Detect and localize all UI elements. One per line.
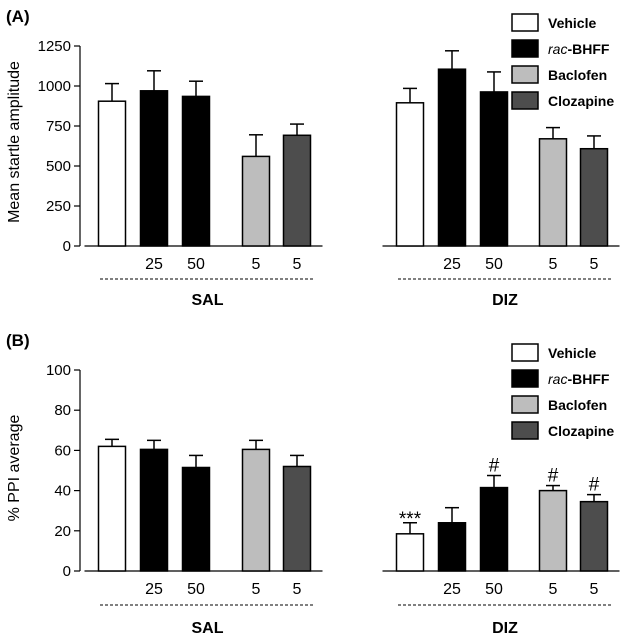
significance-annotation: ***	[399, 509, 422, 530]
dose-label: 5	[590, 581, 599, 598]
y-tick-label: 80	[54, 402, 71, 419]
significance-annotation: #	[589, 475, 600, 496]
bar	[479, 486, 509, 572]
legend-label: Vehicle	[548, 15, 596, 31]
bar	[437, 522, 467, 572]
y-tick-label: 60	[54, 442, 71, 459]
legend-label: rac-BHFF	[548, 41, 610, 57]
legend-swatch	[511, 421, 539, 440]
dose-label: 5	[293, 581, 302, 598]
bar	[479, 91, 509, 247]
legend-swatch	[511, 13, 539, 32]
dose-label: 25	[145, 256, 163, 273]
y-tick-label: 100	[46, 362, 71, 379]
legend-label: rac-BHFF	[548, 371, 610, 387]
panel-b-y-axis-label: % PPI average	[6, 415, 23, 522]
bar	[139, 448, 169, 572]
bar	[181, 95, 211, 247]
significance-annotation: #	[548, 466, 559, 487]
significance-annotation: #	[489, 456, 500, 477]
legend-label: Clozapine	[548, 423, 614, 439]
legend-swatch	[511, 369, 539, 388]
bar	[395, 102, 425, 247]
panel-a-chart: 0 250 500 750 1000 1250 25 50 5 5 SAL 25 50 5 5 DIZ Vehi…	[38, 13, 620, 309]
panel-b-chart: 0 20 40 60 80 100 25 50 5 5 SAL *** 25 #50 #5 #5 DIZ Vehi…	[46, 343, 620, 636]
group-label: SAL	[192, 292, 224, 309]
dose-label: 50	[485, 256, 503, 273]
dose-label: 25	[443, 581, 461, 598]
bar	[282, 465, 312, 572]
dose-label: 50	[485, 581, 503, 598]
panel-b-label: (B)	[6, 331, 30, 350]
legend-swatch	[511, 395, 539, 414]
panel-a-label: (A)	[6, 7, 30, 26]
y-tick-label: 1250	[38, 38, 71, 55]
bar	[181, 466, 211, 572]
legend-label: Clozapine	[548, 93, 614, 109]
legend-swatch	[511, 91, 539, 110]
group-label: DIZ	[492, 292, 518, 309]
y-tick-label: 500	[46, 158, 71, 175]
bar	[241, 448, 271, 572]
legend-swatch	[511, 65, 539, 84]
dose-label: 5	[590, 256, 599, 273]
dose-label: 5	[293, 256, 302, 273]
bar	[437, 68, 467, 247]
bar	[97, 100, 127, 247]
legend-label: Baclofen	[548, 397, 607, 413]
legend-label: Baclofen	[548, 67, 607, 83]
panel-a-y-axis-label: Mean startle amplitude	[6, 61, 23, 223]
dose-label: 5	[252, 581, 261, 598]
dose-label: 5	[549, 256, 558, 273]
group-label: DIZ	[492, 620, 518, 636]
y-tick-label: 0	[63, 238, 71, 255]
dose-label: 5	[549, 581, 558, 598]
legend-swatch	[511, 39, 539, 58]
y-tick-label: 20	[54, 523, 71, 540]
y-tick-label: 1000	[38, 78, 71, 95]
legend-swatch	[511, 343, 539, 362]
bar	[579, 500, 609, 572]
y-tick-label: 40	[54, 483, 71, 500]
bar	[282, 134, 312, 247]
dose-label: 25	[443, 256, 461, 273]
bar	[97, 445, 127, 572]
dose-label: 5	[252, 256, 261, 273]
legend-label: Vehicle	[548, 345, 596, 361]
dose-label: 50	[187, 256, 205, 273]
bar	[538, 138, 568, 247]
bar	[579, 147, 609, 247]
y-tick-label: 0	[63, 563, 71, 580]
group-label: SAL	[192, 620, 224, 636]
y-tick-label: 750	[46, 118, 71, 135]
bar	[538, 489, 568, 572]
bar	[241, 155, 271, 247]
bar	[139, 90, 169, 247]
y-tick-label: 250	[46, 198, 71, 215]
dose-label: 50	[187, 581, 205, 598]
dose-label: 25	[145, 581, 163, 598]
bar	[395, 533, 425, 572]
